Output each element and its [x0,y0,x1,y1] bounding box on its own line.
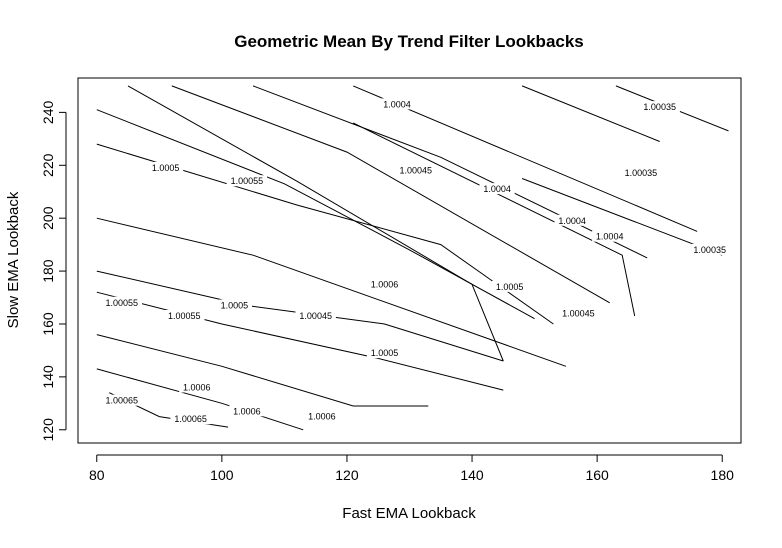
y-axis-label: Slow EMA Lookback [5,191,22,328]
contour-line-1-0005-1 [96,217,567,367]
contour-line-1-0006-0 [96,109,535,320]
contour-label-bg-17 [366,278,403,290]
chart-title: Geometric Mean By Trend Filter Lookbacks [234,32,584,51]
x-tick-label-3: 140 [460,467,484,483]
contour-line-1-0006-1 [96,291,504,391]
contour-label-bg-0 [639,101,680,113]
contour-label-bg-21 [101,394,142,406]
y-axis: 120 140 160 180 200 220 240 [40,100,67,442]
x-tick-label-4: 160 [585,467,609,483]
contour-label-1: 1.00035 [625,168,658,178]
contour-label-18: 1.0006 [308,412,336,422]
contour-line-1-00065-1 [96,368,304,431]
contour-label-bg-8 [558,307,599,319]
contour-label-bg-15 [101,296,142,308]
contour-label-bg-16 [164,310,205,321]
contour-label-9: 1.00045 [299,311,332,321]
contour-label-bg-20 [229,405,265,417]
contour-label-bg-7 [395,164,436,176]
contour-label-bg-11 [492,280,528,292]
contour-label-4: 1.0004 [483,184,511,194]
contour-label-bg-1 [620,167,662,179]
y-tick-label-6: 240 [40,100,56,124]
y-tick-label-3: 180 [40,259,56,283]
contour-label-bg-6 [592,230,628,242]
contour-label-13: 1.0005 [371,348,399,358]
contour-label-bg-14 [226,175,268,187]
y-tick-label-2: 160 [40,312,56,336]
contour-label-bg-9 [295,310,336,321]
x-tick-label-0: 80 [89,467,105,483]
y-tick-label-1: 140 [40,365,56,389]
contour-line-1-00065-0 [127,85,504,362]
contour-lines [96,85,729,431]
contour-label-0: 1.00035 [643,102,676,112]
contour-label-11: 1.0005 [496,282,524,292]
contour-label-bg-10 [148,161,184,173]
contour-label-16: 1.00055 [168,311,201,321]
contour-line-1-0004-0 [521,85,660,142]
contour-label-bg-19 [179,381,215,393]
y-tick-label-4: 200 [40,206,56,230]
contour-label-22: 1.00065 [174,414,207,424]
contour-line-1-0005-0 [171,85,610,304]
y-tick-label-0: 120 [40,418,56,442]
contour-label-7: 1.00045 [400,166,433,176]
contour-label-12: 1.0005 [221,301,249,311]
contour-label-2: 1.00035 [693,245,726,255]
contour-label-19: 1.0006 [183,383,211,393]
contour-label-6: 1.0004 [596,232,624,242]
x-tick-label-5: 180 [711,467,735,483]
contour-label-bg-12 [216,299,252,311]
contour-label-5: 1.0004 [558,216,586,226]
contour-label-3: 1.0004 [383,99,411,109]
contour-label-21: 1.00065 [106,396,139,406]
contour-label-20: 1.0006 [233,406,261,416]
contour-labels: 1.00035 1.00035 1.00035 1.0004 1.0004 1.0004 1… [101,98,730,425]
x-tick-label-1: 100 [210,467,234,483]
contour-label-bg-5 [554,214,590,226]
contour-label-8: 1.00045 [562,308,595,318]
contour-label-14: 1.00055 [231,176,264,186]
contour-line-1-00035-1 [521,178,723,256]
contour-line-1-00045-0 [252,85,648,259]
x-axis: 80 100 120 140 160 180 [89,454,735,483]
contour-label-bg-13 [366,347,403,359]
contour-line-1-0004-1 [353,85,698,232]
x-tick-label-2: 120 [335,467,359,483]
contour-label-bg-18 [304,410,340,422]
contour-label-bg-2 [689,243,730,255]
contour-label-bg-3 [379,98,415,110]
contour-label-17: 1.0006 [371,279,399,289]
contour-label-bg-4 [479,183,515,195]
contour-label-15: 1.00055 [106,298,139,308]
contour-label-bg-22 [170,413,211,425]
contour-label-10: 1.0005 [152,163,180,173]
x-axis-label: Fast EMA Lookback [342,505,476,522]
y-tick-label-5: 220 [40,153,56,177]
plot-frame [77,77,742,444]
contour-line-1-0006-2 [96,334,429,407]
contour-line-1-00045-1 [352,122,636,317]
